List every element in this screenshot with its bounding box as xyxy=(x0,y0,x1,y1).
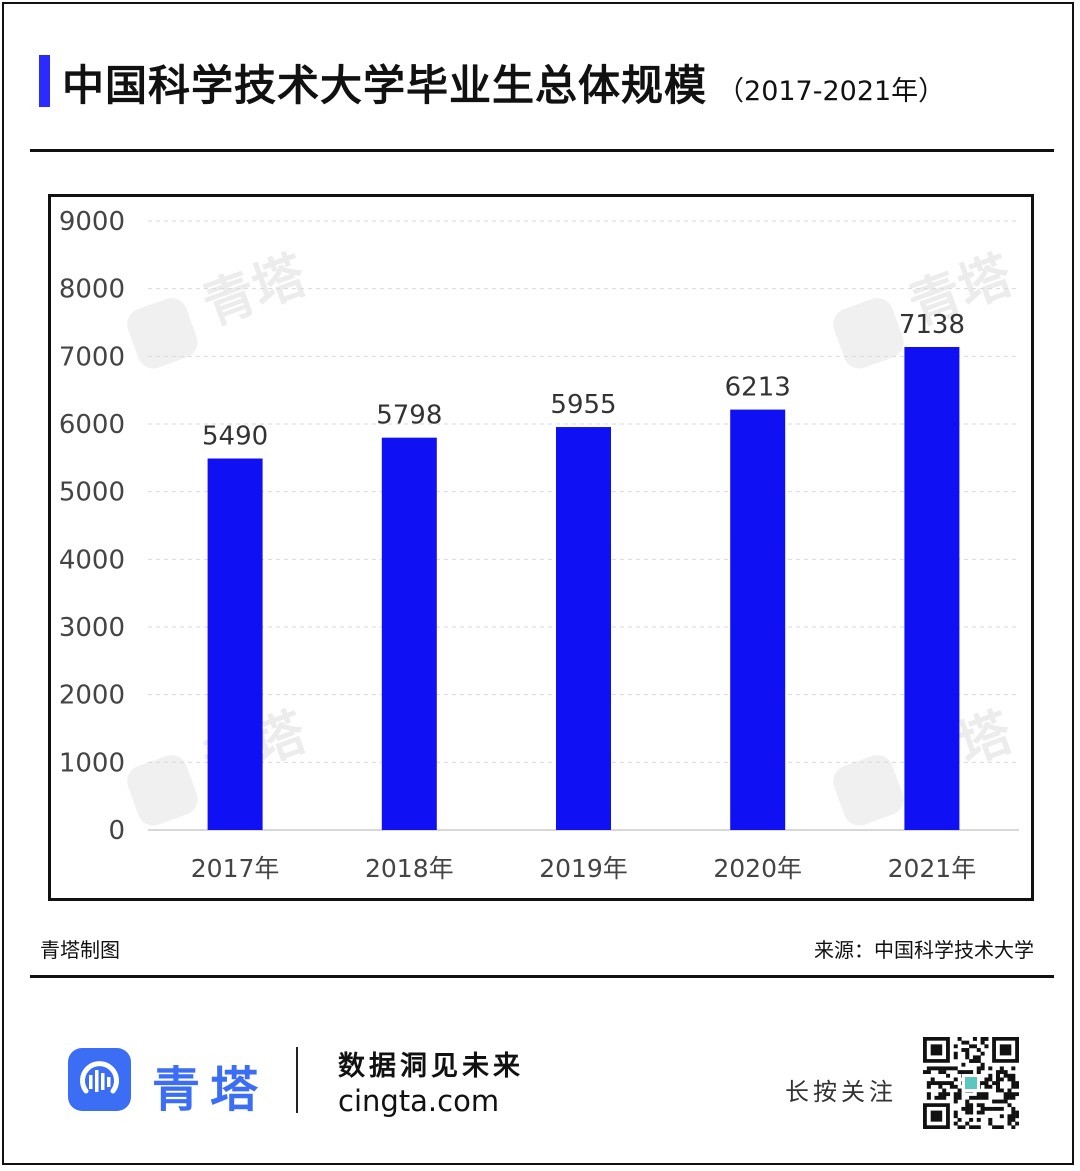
data-label: 5798 xyxy=(376,401,442,431)
watermark-text: 青塔 xyxy=(195,245,314,337)
data-label: 7138 xyxy=(899,310,965,340)
y-tick-label: 1000 xyxy=(59,748,125,778)
x-tick-label: 2017年 xyxy=(191,854,280,883)
bar-chart: 青塔青塔青塔青塔01000200030004000500060007000800… xyxy=(59,207,1021,883)
bar xyxy=(904,346,960,830)
y-tick-label: 2000 xyxy=(59,681,125,711)
y-tick-label: 9000 xyxy=(59,207,125,237)
qr-code-icon[interactable] xyxy=(923,1037,1019,1129)
bar xyxy=(556,427,611,830)
brand-logo-icon xyxy=(68,1048,131,1111)
chart-subtitle: （2017-2021年） xyxy=(717,76,946,107)
y-tick-label: 7000 xyxy=(59,342,125,372)
chart-container: 青塔青塔青塔青塔01000200030004000500060007000800… xyxy=(48,194,1034,901)
y-tick-label: 6000 xyxy=(59,410,125,440)
chart-title: 中国科学技术大学毕业生总体规模 xyxy=(62,61,708,110)
x-tick-label: 2021年 xyxy=(888,854,977,883)
y-tick-label: 3000 xyxy=(59,613,125,643)
y-tick-label: 8000 xyxy=(59,275,125,305)
page-title: 中国科学技术大学毕业生总体规模 （2017-2021年） xyxy=(62,52,945,110)
data-label: 5490 xyxy=(202,422,268,452)
x-tick-label: 2019年 xyxy=(539,854,628,883)
brand-divider xyxy=(296,1047,298,1113)
brand-slogan: 数据洞见未来 xyxy=(338,1051,524,1082)
source-credit: 来源：中国科学技术大学 xyxy=(814,938,1034,962)
y-tick-label: 4000 xyxy=(59,545,125,575)
data-label: 6213 xyxy=(725,373,791,403)
x-tick-label: 2018年 xyxy=(365,854,454,883)
brand-website: cingta.com xyxy=(338,1084,500,1118)
y-tick-label: 5000 xyxy=(59,478,125,508)
top-divider xyxy=(30,149,1054,152)
bottom-divider xyxy=(30,975,1054,978)
data-label: 5955 xyxy=(550,390,616,420)
maker-credit: 青塔制图 xyxy=(40,938,120,962)
follow-prompt: 长按关注 xyxy=(785,1078,897,1106)
x-tick-label: 2020年 xyxy=(713,854,802,883)
brand-name: 青塔 xyxy=(152,1062,269,1118)
bar xyxy=(381,437,437,830)
title-accent-bar xyxy=(39,55,50,107)
bar xyxy=(730,409,786,830)
watermark-1: 青塔 xyxy=(127,245,315,369)
bar xyxy=(207,458,263,830)
y-tick-label: 0 xyxy=(108,816,125,846)
